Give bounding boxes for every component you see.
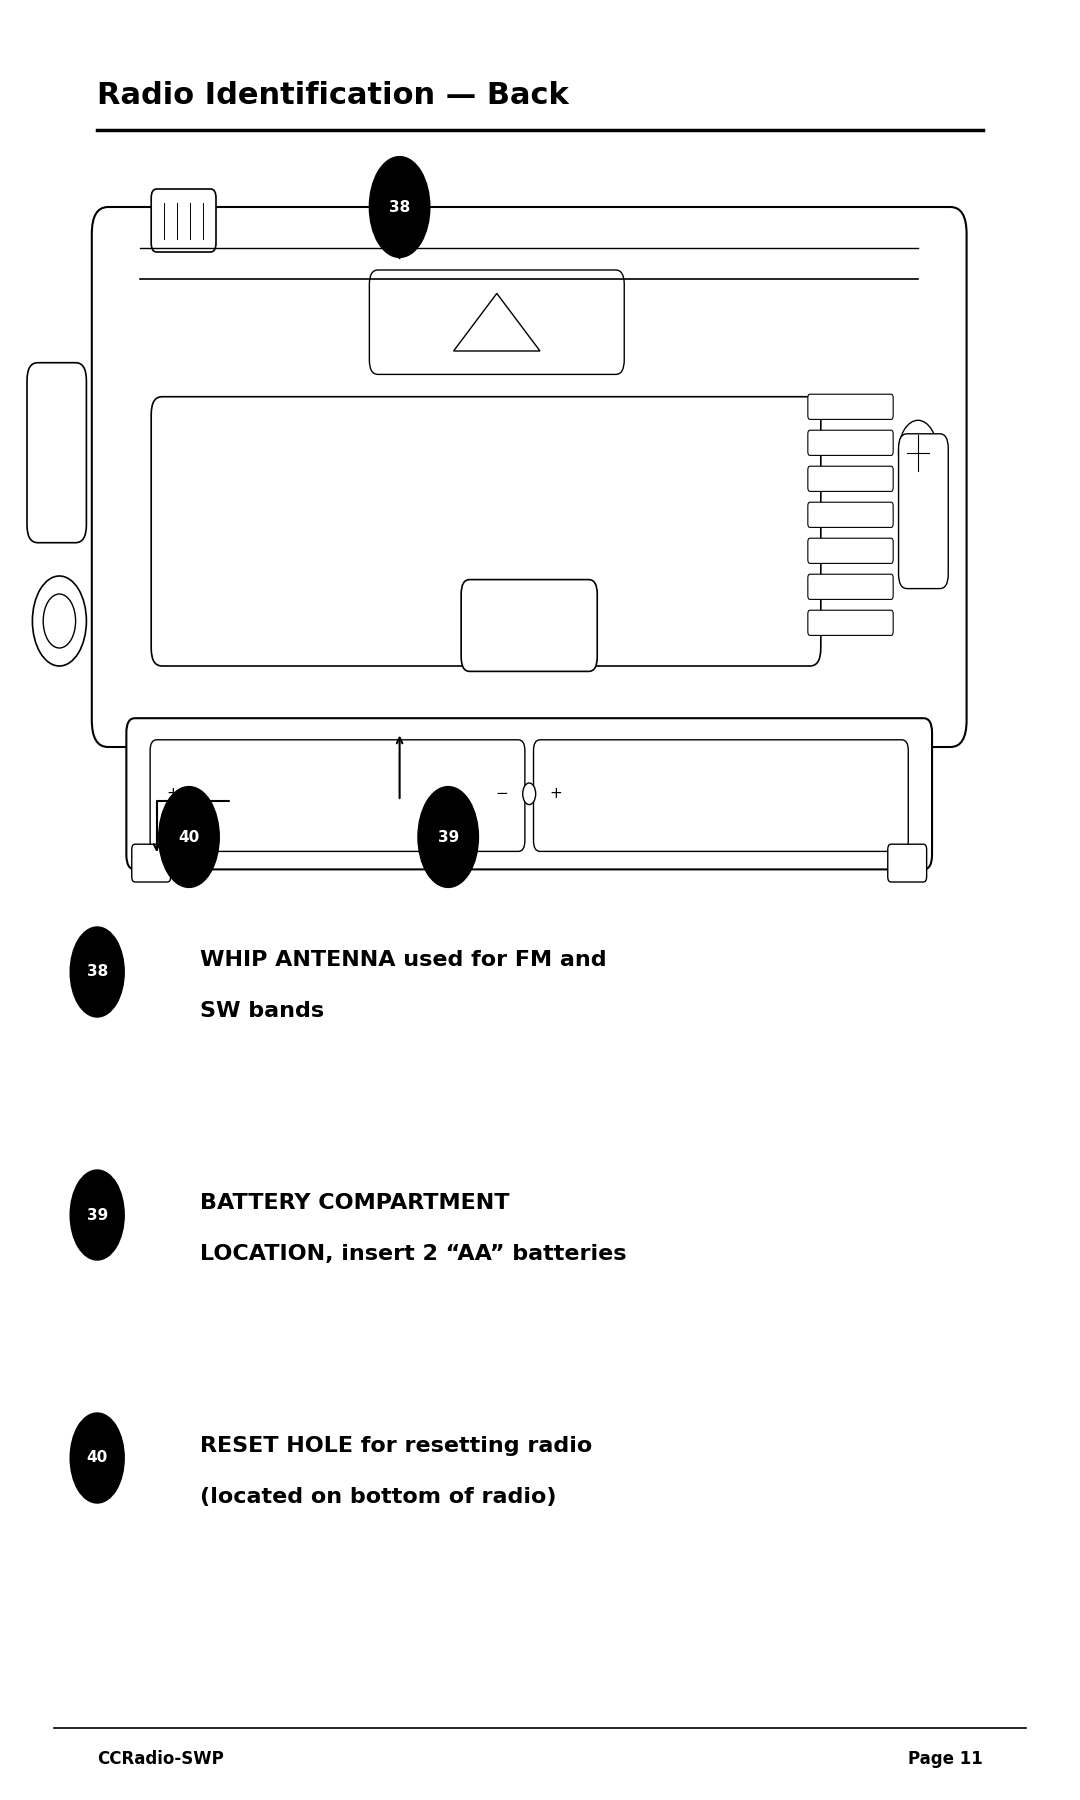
- Text: RESET HOLE for resetting radio: RESET HOLE for resetting radio: [200, 1436, 592, 1456]
- Text: 38: 38: [86, 965, 108, 979]
- Circle shape: [369, 157, 430, 257]
- Text: BATTERY COMPARTMENT: BATTERY COMPARTMENT: [200, 1193, 510, 1213]
- FancyBboxPatch shape: [808, 610, 893, 635]
- Text: 39: 39: [437, 830, 459, 844]
- FancyBboxPatch shape: [126, 718, 932, 869]
- Circle shape: [43, 594, 76, 648]
- Text: +: +: [550, 787, 563, 801]
- Text: SW bands: SW bands: [200, 1001, 324, 1021]
- Text: 40: 40: [86, 1451, 108, 1465]
- Text: Page 11: Page 11: [908, 1750, 983, 1768]
- Text: CCRadio-SWP: CCRadio-SWP: [97, 1750, 224, 1768]
- FancyBboxPatch shape: [899, 434, 948, 589]
- Circle shape: [32, 576, 86, 666]
- FancyBboxPatch shape: [92, 207, 967, 747]
- Circle shape: [70, 1413, 124, 1503]
- Text: −: −: [496, 787, 509, 801]
- FancyBboxPatch shape: [534, 740, 908, 851]
- Circle shape: [70, 927, 124, 1017]
- Circle shape: [418, 787, 478, 887]
- FancyBboxPatch shape: [132, 844, 171, 882]
- Circle shape: [70, 1170, 124, 1260]
- FancyBboxPatch shape: [461, 580, 597, 671]
- Circle shape: [899, 419, 937, 486]
- Text: WHIP ANTENNA used for FM and: WHIP ANTENNA used for FM and: [200, 950, 607, 970]
- Text: LOCATION, insert 2 “AA” batteries: LOCATION, insert 2 “AA” batteries: [200, 1244, 626, 1264]
- Text: 40: 40: [178, 830, 200, 844]
- FancyBboxPatch shape: [151, 396, 821, 666]
- FancyBboxPatch shape: [808, 430, 893, 455]
- FancyBboxPatch shape: [808, 502, 893, 527]
- FancyBboxPatch shape: [888, 844, 927, 882]
- Text: +: +: [166, 787, 179, 801]
- Polygon shape: [454, 293, 540, 351]
- FancyBboxPatch shape: [27, 364, 86, 544]
- Circle shape: [159, 787, 219, 887]
- Circle shape: [523, 783, 536, 805]
- Text: Radio Identification — Back: Radio Identification — Back: [97, 81, 569, 110]
- FancyBboxPatch shape: [150, 740, 525, 851]
- FancyBboxPatch shape: [808, 466, 893, 491]
- FancyBboxPatch shape: [808, 394, 893, 419]
- Text: 38: 38: [389, 200, 410, 214]
- FancyBboxPatch shape: [808, 538, 893, 563]
- FancyBboxPatch shape: [369, 270, 624, 374]
- Text: 39: 39: [86, 1208, 108, 1222]
- FancyBboxPatch shape: [151, 189, 216, 252]
- FancyBboxPatch shape: [808, 574, 893, 599]
- Text: (located on bottom of radio): (located on bottom of radio): [200, 1487, 556, 1507]
